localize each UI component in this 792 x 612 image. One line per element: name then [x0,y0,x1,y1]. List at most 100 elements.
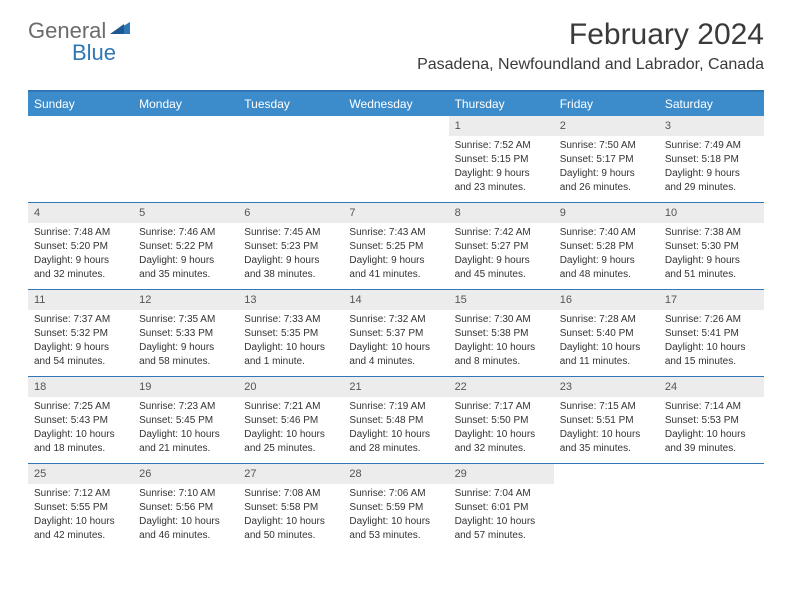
day-number: 22 [449,377,554,397]
day-line-day2: and 38 minutes. [244,268,337,281]
day-body: Sunrise: 7:49 AMSunset: 5:18 PMDaylight:… [659,136,764,201]
day-line-day2: and 21 minutes. [139,442,232,455]
day-line-sunrise: Sunrise: 7:38 AM [665,226,758,239]
day-line-day2: and 51 minutes. [665,268,758,281]
day-line-day1: Daylight: 10 hours [34,515,127,528]
day-line-day1: Daylight: 10 hours [34,428,127,441]
day-cell: 19Sunrise: 7:23 AMSunset: 5:45 PMDayligh… [133,377,238,463]
day-line-day1: Daylight: 9 hours [244,254,337,267]
day-cell: 15Sunrise: 7:30 AMSunset: 5:38 PMDayligh… [449,290,554,376]
day-body: Sunrise: 7:42 AMSunset: 5:27 PMDaylight:… [449,223,554,288]
day-cell: 17Sunrise: 7:26 AMSunset: 5:41 PMDayligh… [659,290,764,376]
day-number: 19 [133,377,238,397]
day-line-sunrise: Sunrise: 7:30 AM [455,313,548,326]
day-body: Sunrise: 7:08 AMSunset: 5:58 PMDaylight:… [238,484,343,549]
day-line-day2: and 50 minutes. [244,529,337,542]
day-line-sunset: Sunset: 5:56 PM [139,501,232,514]
day-line-day2: and 39 minutes. [665,442,758,455]
day-line-day1: Daylight: 9 hours [560,254,653,267]
day-cell: 14Sunrise: 7:32 AMSunset: 5:37 PMDayligh… [343,290,448,376]
header: General Blue February 2024 Pasadena, New… [0,0,792,80]
day-cell: 28Sunrise: 7:06 AMSunset: 5:59 PMDayligh… [343,464,448,550]
day-cell: . [343,116,448,202]
day-line-sunrise: Sunrise: 7:17 AM [455,400,548,413]
day-line-day2: and 54 minutes. [34,355,127,368]
weekday-header: Sunday [28,92,133,116]
day-line-sunset: Sunset: 5:55 PM [34,501,127,514]
weekday-header: Wednesday [343,92,448,116]
day-line-day1: Daylight: 9 hours [34,341,127,354]
day-line-sunrise: Sunrise: 7:33 AM [244,313,337,326]
day-cell: 9Sunrise: 7:40 AMSunset: 5:28 PMDaylight… [554,203,659,289]
day-line-sunrise: Sunrise: 7:45 AM [244,226,337,239]
day-line-day1: Daylight: 10 hours [349,515,442,528]
day-line-sunrise: Sunrise: 7:35 AM [139,313,232,326]
day-body: Sunrise: 7:33 AMSunset: 5:35 PMDaylight:… [238,310,343,375]
day-body: Sunrise: 7:40 AMSunset: 5:28 PMDaylight:… [554,223,659,288]
day-cell: 16Sunrise: 7:28 AMSunset: 5:40 PMDayligh… [554,290,659,376]
day-line-sunset: Sunset: 5:40 PM [560,327,653,340]
day-line-sunset: Sunset: 5:25 PM [349,240,442,253]
day-cell: 22Sunrise: 7:17 AMSunset: 5:50 PMDayligh… [449,377,554,463]
day-line-day1: Daylight: 10 hours [560,341,653,354]
day-cell: 1Sunrise: 7:52 AMSunset: 5:15 PMDaylight… [449,116,554,202]
day-line-sunrise: Sunrise: 7:32 AM [349,313,442,326]
day-body: Sunrise: 7:43 AMSunset: 5:25 PMDaylight:… [343,223,448,288]
day-number: 8 [449,203,554,223]
day-number: 2 [554,116,659,136]
title-block: February 2024 Pasadena, Newfoundland and… [417,18,764,74]
day-line-day2: and 11 minutes. [560,355,653,368]
day-line-day2: and 42 minutes. [34,529,127,542]
day-line-day2: and 32 minutes. [34,268,127,281]
day-body: Sunrise: 7:30 AMSunset: 5:38 PMDaylight:… [449,310,554,375]
day-line-day2: and 15 minutes. [665,355,758,368]
day-cell: 25Sunrise: 7:12 AMSunset: 5:55 PMDayligh… [28,464,133,550]
day-body: Sunrise: 7:48 AMSunset: 5:20 PMDaylight:… [28,223,133,288]
day-line-day1: Daylight: 10 hours [665,428,758,441]
day-line-day2: and 48 minutes. [560,268,653,281]
weeks-container: ....1Sunrise: 7:52 AMSunset: 5:15 PMDayl… [28,116,764,550]
day-body: Sunrise: 7:14 AMSunset: 5:53 PMDaylight:… [659,397,764,462]
day-line-day2: and 4 minutes. [349,355,442,368]
day-number: 27 [238,464,343,484]
day-line-day1: Daylight: 9 hours [139,341,232,354]
day-number: 17 [659,290,764,310]
weekday-header-row: SundayMondayTuesdayWednesdayThursdayFrid… [28,92,764,116]
day-number: 1 [449,116,554,136]
day-body: Sunrise: 7:23 AMSunset: 5:45 PMDaylight:… [133,397,238,462]
day-line-day2: and 58 minutes. [139,355,232,368]
day-body: Sunrise: 7:21 AMSunset: 5:46 PMDaylight:… [238,397,343,462]
day-line-day2: and 25 minutes. [244,442,337,455]
day-cell: 10Sunrise: 7:38 AMSunset: 5:30 PMDayligh… [659,203,764,289]
day-line-sunset: Sunset: 5:43 PM [34,414,127,427]
day-body: Sunrise: 7:15 AMSunset: 5:51 PMDaylight:… [554,397,659,462]
day-line-sunrise: Sunrise: 7:46 AM [139,226,232,239]
weekday-header: Monday [133,92,238,116]
day-line-day1: Daylight: 10 hours [665,341,758,354]
day-body: Sunrise: 7:12 AMSunset: 5:55 PMDaylight:… [28,484,133,549]
day-line-sunset: Sunset: 5:30 PM [665,240,758,253]
day-cell: 2Sunrise: 7:50 AMSunset: 5:17 PMDaylight… [554,116,659,202]
day-cell: 20Sunrise: 7:21 AMSunset: 5:46 PMDayligh… [238,377,343,463]
day-line-sunset: Sunset: 5:17 PM [560,153,653,166]
day-body: Sunrise: 7:26 AMSunset: 5:41 PMDaylight:… [659,310,764,375]
day-number: 6 [238,203,343,223]
day-cell: 29Sunrise: 7:04 AMSunset: 6:01 PMDayligh… [449,464,554,550]
day-number: 23 [554,377,659,397]
day-body: Sunrise: 7:37 AMSunset: 5:32 PMDaylight:… [28,310,133,375]
day-line-day1: Daylight: 10 hours [244,341,337,354]
day-line-day2: and 28 minutes. [349,442,442,455]
day-line-sunset: Sunset: 5:22 PM [139,240,232,253]
day-line-day1: Daylight: 9 hours [455,167,548,180]
day-number: 20 [238,377,343,397]
day-line-sunrise: Sunrise: 7:25 AM [34,400,127,413]
day-number: 26 [133,464,238,484]
day-cell: 27Sunrise: 7:08 AMSunset: 5:58 PMDayligh… [238,464,343,550]
day-line-sunrise: Sunrise: 7:08 AM [244,487,337,500]
day-cell: . [133,116,238,202]
day-number: 10 [659,203,764,223]
day-line-sunrise: Sunrise: 7:26 AM [665,313,758,326]
day-line-day2: and 46 minutes. [139,529,232,542]
day-line-day2: and 35 minutes. [560,442,653,455]
day-line-sunrise: Sunrise: 7:15 AM [560,400,653,413]
